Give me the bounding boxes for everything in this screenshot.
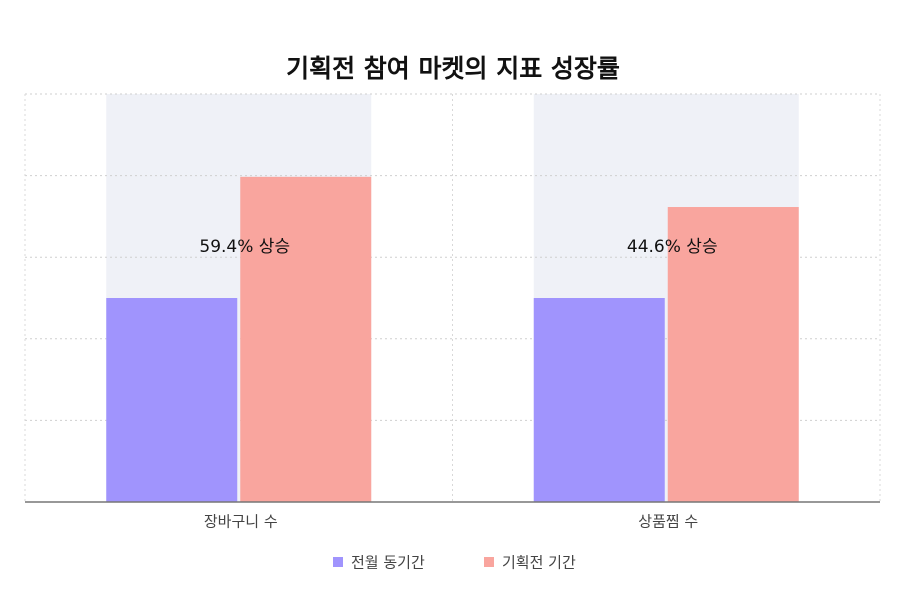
legend-label: 전월 동기간 <box>351 554 425 572</box>
bar <box>667 207 799 503</box>
x-tick-label: 장바구니 수 <box>204 513 278 531</box>
x-tick-label: 상품찜 수 <box>638 513 698 531</box>
bar <box>240 176 372 502</box>
annotation: 44.6% 상승 <box>627 237 718 257</box>
legend-swatch <box>484 557 494 567</box>
legend-swatch <box>333 557 343 567</box>
bar <box>533 298 665 502</box>
legend-label: 기획전 기간 <box>502 554 576 572</box>
annotation: 59.4% 상승 <box>199 237 290 257</box>
bar <box>106 298 238 502</box>
chart-title: 기획전 참여 마켓의 지표 성장률 <box>286 54 620 83</box>
